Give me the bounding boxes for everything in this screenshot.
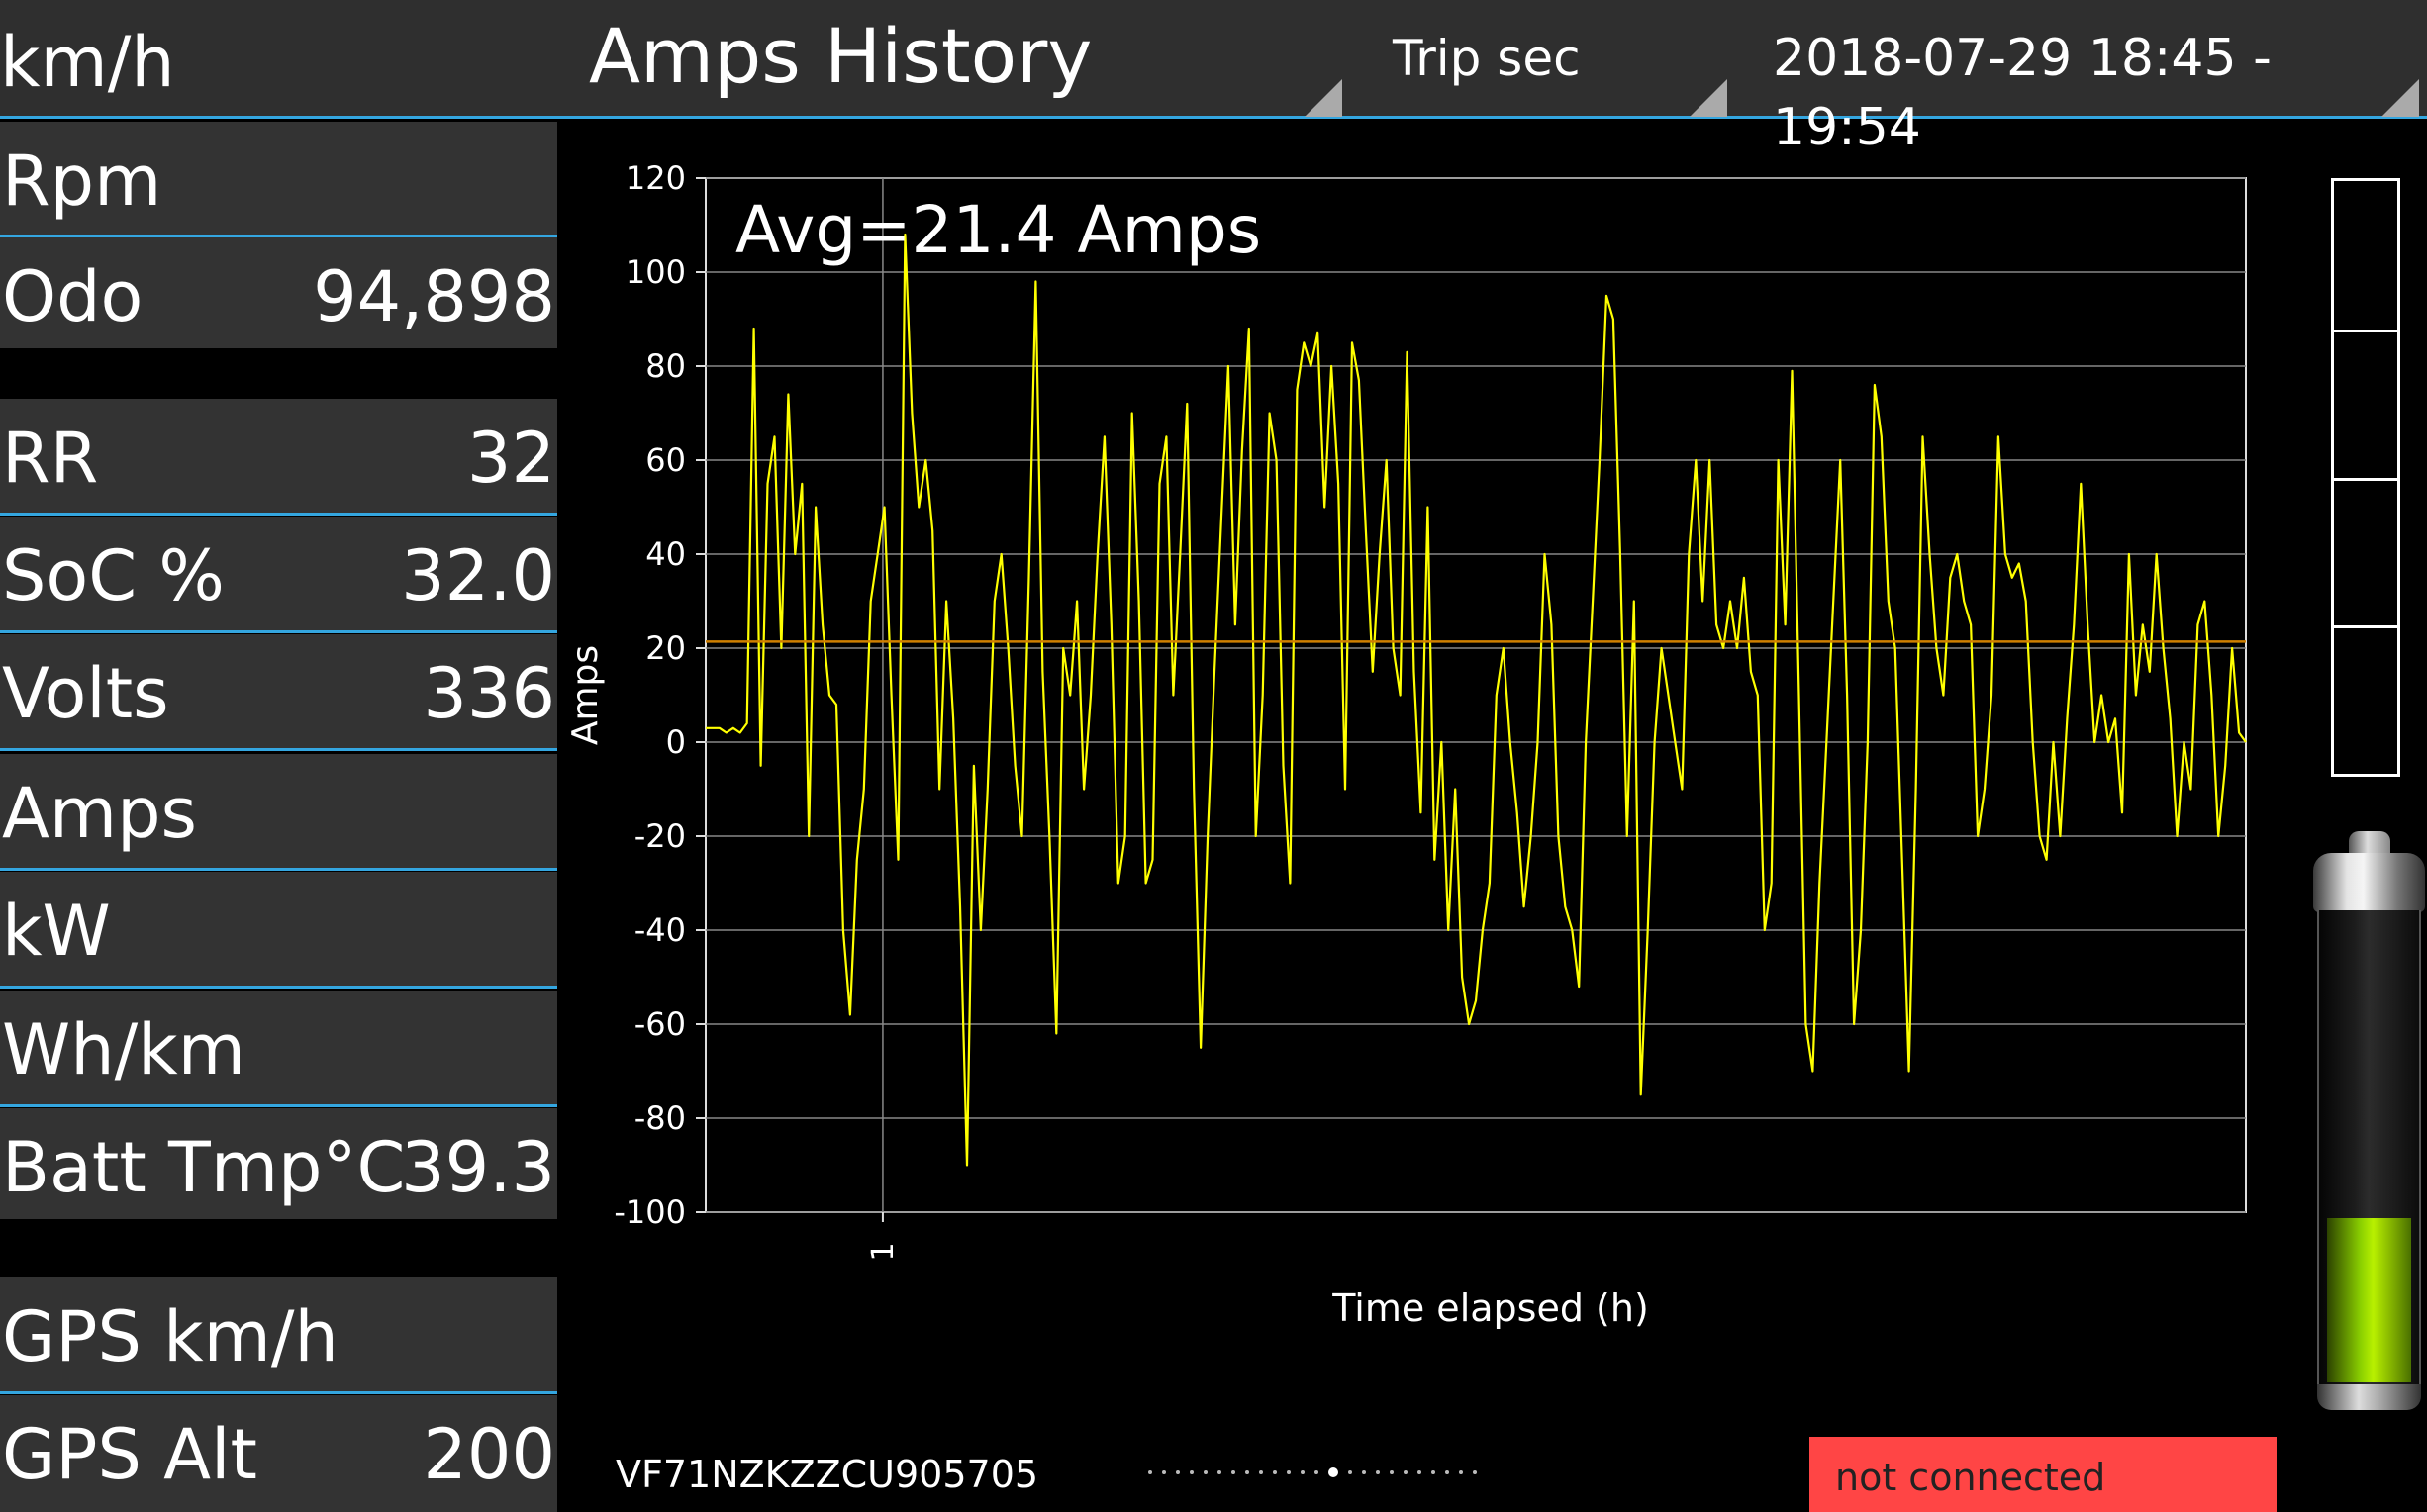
metric-volts[interactable]: Volts 336 [0,634,557,751]
page-dot [1245,1470,1249,1474]
page-dot [1176,1470,1180,1474]
page-dot [1473,1470,1477,1474]
date-range-selector[interactable]: 2018-07-29 18:45 - 19:54 [1773,29,2272,157]
metric-label: RR [2,418,99,499]
page-dot [1390,1470,1394,1474]
metric-label: Amps [2,773,197,854]
metric-value: 32 [466,418,555,499]
metric-label: SoC % [2,535,225,616]
y-tick-label: 100 [626,253,686,291]
page-dot [1231,1470,1235,1474]
page-dot [1190,1470,1194,1474]
page-dot [1259,1470,1263,1474]
amps-series-line [706,233,2247,1167]
page-dot [1459,1470,1463,1474]
page-dot [1376,1470,1380,1474]
metric-gps-speed[interactable]: GPS km/h [0,1277,557,1394]
y-tick-label: 120 [626,159,686,197]
amps-history-chart[interactable]: 120 100 80 60 40 20 0 -20 -40 -60 -80 -100 1 Avg=21.4… [559,119,2281,1346]
mode-selector[interactable]: Trip sec [1393,30,1581,87]
metric-batt-temp[interactable]: Batt Tmp°C 39.3 [0,1108,557,1219]
page-dot [1204,1470,1208,1474]
metric-gps-alt[interactable]: GPS Alt 200 [0,1395,557,1512]
top-bar: km/h Amps History Trip sec 2018-07-29 18… [0,0,2427,157]
y-tick-label: -80 [634,1099,686,1137]
y-tick-label: -20 [634,817,686,855]
metric-label: Wh/km [2,1009,245,1090]
y-tick-label: 60 [645,441,686,479]
page-dot [1273,1470,1277,1474]
page-dot [1162,1470,1166,1474]
y-tick-label: 20 [645,629,686,667]
y-tick-label: 80 [645,347,686,385]
metric-amps[interactable]: Amps [0,754,557,871]
page-title[interactable]: Amps History [589,12,1093,100]
metric-value: 32.0 [401,535,555,616]
segment-gauge [2331,178,2400,777]
y-tick-label: 0 [666,723,686,761]
page-dot [1217,1470,1221,1474]
battery-level-fill [2327,1217,2411,1382]
page-dot [1314,1470,1318,1474]
metric-value: 200 [423,1414,555,1495]
metric-label: Odo [2,256,144,337]
page-indicator[interactable] [1148,1463,1477,1482]
x-tick-label: 1 [866,1242,901,1261]
page-dot [1287,1470,1291,1474]
metric-soc[interactable]: SoC % 32.0 [0,517,557,633]
metric-label: Volts [2,653,169,734]
gauge-divider [2334,625,2397,629]
metric-value: 336 [423,653,555,734]
metric-wh-per-km[interactable]: Wh/km [0,991,557,1107]
page-dot [1301,1470,1305,1474]
metric-label: Rpm [2,141,162,222]
metric-rr[interactable]: RR 32 [0,399,557,516]
page-dot [1431,1470,1435,1474]
metric-label: kW [2,891,111,972]
page-dot-active [1328,1467,1338,1477]
average-annotation: Avg=21.4 Amps [735,192,1261,268]
metric-rpm[interactable]: Rpm [0,122,557,237]
metric-label: Batt Tmp°C [2,1127,406,1208]
page-dot [1148,1470,1152,1474]
chart-svg: 120 100 80 60 40 20 0 -20 -40 -60 -80 -100 1 Avg=21.4… [565,159,2247,1330]
y-axis-label: Amps [565,645,606,745]
metric-label: GPS Alt [2,1414,257,1495]
metric-kw[interactable]: kW [0,872,557,989]
connection-status-text: not connected [1835,1456,2106,1499]
y-tick-label: -100 [614,1193,686,1231]
page-dot [1362,1470,1366,1474]
metric-odo[interactable]: Odo 94,898 [0,237,557,348]
page-dot [1404,1470,1408,1474]
battery-icon [2311,831,2427,1410]
x-axis-label: Time elapsed (h) [1331,1286,1649,1330]
gauge-divider [2334,329,2397,332]
gauge-divider [2334,477,2397,481]
title-dropdown-icon[interactable] [1305,79,1342,117]
metric-value: 39.3 [401,1127,555,1208]
y-tick-label: 40 [645,535,686,573]
page-dot [1348,1470,1352,1474]
connection-status[interactable]: not connected [1809,1437,2277,1512]
y-tick-label: -40 [634,911,686,949]
vin-label: VF71NZKZZCU905705 [616,1453,1039,1496]
speed-label: km/h [0,22,175,103]
page-dot [1417,1470,1421,1474]
metric-label: GPS km/h [2,1296,339,1377]
metric-value: 94,898 [313,256,555,337]
y-tick-label: -60 [634,1005,686,1043]
mode-dropdown-icon[interactable] [1690,79,1727,117]
page-dot [1445,1470,1449,1474]
date-dropdown-icon[interactable] [2381,79,2419,117]
